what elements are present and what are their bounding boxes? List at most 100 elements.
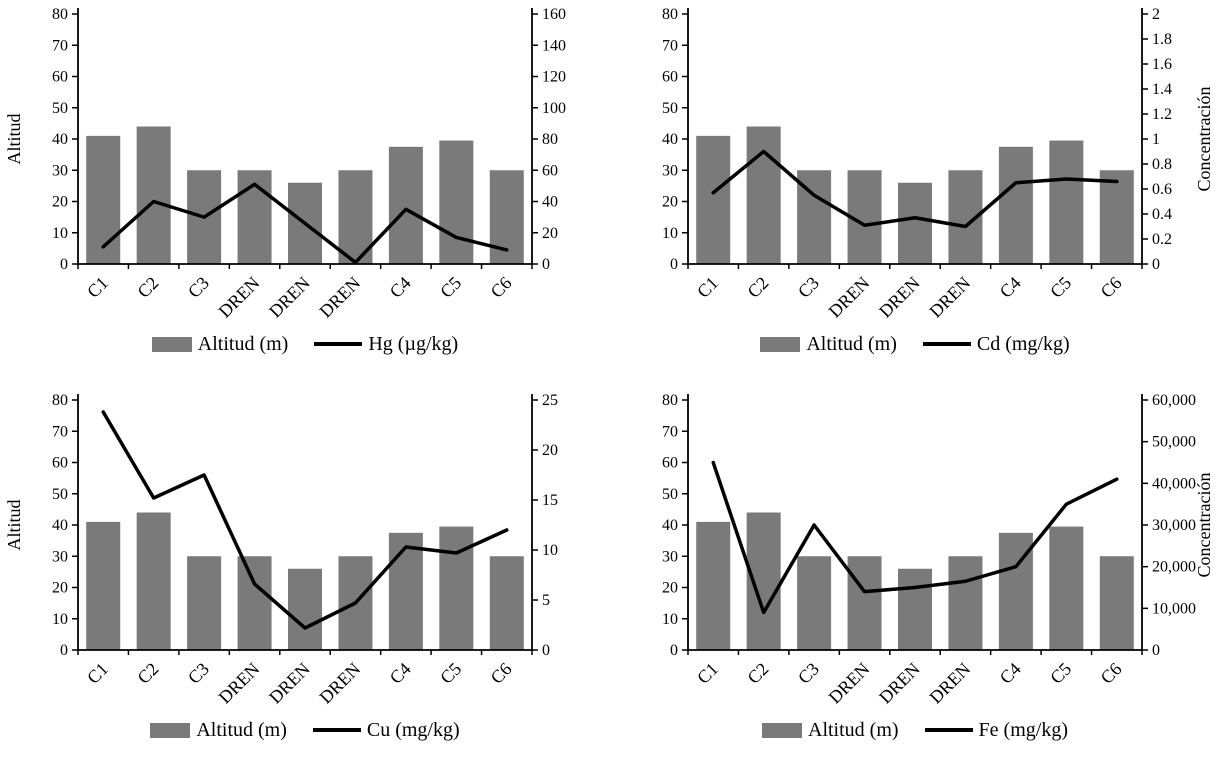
left-tick-label: 20: [52, 194, 68, 211]
left-tick-label: 10: [662, 225, 678, 242]
right-tick-label: 2: [1152, 6, 1160, 23]
left-tick-label: 70: [52, 37, 68, 54]
left-tick-label: 20: [662, 194, 678, 211]
left-tick-label: 40: [662, 517, 678, 534]
left-tick-label: 50: [52, 486, 68, 503]
x-category-label: C6: [1097, 273, 1126, 302]
bar-c1: [86, 135, 121, 264]
x-category-label: C4: [386, 659, 415, 688]
left-axis-title: Altitud: [4, 499, 24, 550]
x-category-label: C5: [436, 659, 465, 688]
right-tick-label: 10: [542, 542, 558, 559]
x-category-label: C2: [743, 273, 772, 302]
right-tick-label: 5: [542, 592, 550, 609]
x-category-label: C4: [386, 273, 415, 302]
x-category-label: DREN: [825, 273, 874, 322]
left-axis-title: Altitud: [4, 113, 24, 164]
chart-hg: 0 10 20 30 40 50 60 70 80 0 20 40 60 80 100 120 140 160 C1…: [0, 0, 610, 386]
left-tick-label: 70: [662, 37, 678, 54]
chart-cu: 0 10 20 30 40 50 60 70 80 0 5 10 15 20 25 C1 C2 C3 DREN DRE…: [0, 386, 610, 772]
right-tick-label: 40: [542, 194, 558, 211]
x-category-label: DREN: [265, 659, 314, 708]
x-category-label: C1: [83, 659, 112, 688]
legend-label-cu: Cu (mg/kg): [366, 719, 460, 741]
right-tick-label: 60: [542, 162, 558, 179]
left-tick-label: 80: [52, 392, 68, 409]
x-category-label: DREN: [875, 659, 924, 708]
bar-c5: [1049, 140, 1084, 264]
right-tick-label: 20,000: [1152, 559, 1196, 576]
x-category-label: C6: [487, 659, 516, 688]
right-tick-label: 1.6: [1152, 56, 1172, 73]
legend-item-altitud: Altitud (m): [760, 334, 897, 354]
x-category-label: C3: [184, 659, 213, 688]
bar-dren: [847, 556, 882, 650]
bar-c5: [1049, 526, 1084, 650]
legend-label-hg: Hg (µg/kg): [368, 333, 459, 355]
line-swatch-icon: [922, 342, 971, 346]
x-category-label: C5: [436, 273, 465, 302]
legend-cu: Altitud (m) Cu (mg/kg): [150, 719, 460, 741]
bar-dren: [288, 568, 322, 650]
legend-label-fe: Fe (mg/kg): [978, 719, 1068, 741]
left-tick-label: 60: [662, 69, 678, 86]
left-tick-label: 0: [670, 642, 678, 659]
right-tick-label: 1.4: [1152, 81, 1172, 98]
line-swatch-icon: [924, 728, 973, 732]
left-tick-label: 0: [60, 642, 68, 659]
bar-c4: [388, 532, 423, 650]
x-category-label: C2: [133, 659, 162, 688]
left-tick-label: 80: [662, 392, 678, 409]
right-tick-label: 60,000: [1152, 392, 1196, 409]
bar-dren: [948, 556, 983, 650]
left-tick-label: 30: [662, 162, 678, 179]
x-category-label: C3: [794, 659, 823, 688]
left-tick-label: 0: [670, 256, 678, 273]
right-tick-label: 0.4: [1152, 206, 1172, 223]
left-tick-label: 40: [52, 131, 68, 148]
right-axis-title: Concentración: [1194, 87, 1214, 192]
left-tick-label: 50: [662, 486, 678, 503]
bar-c1: [86, 521, 121, 650]
x-category-label: C2: [133, 273, 162, 302]
line-series: [101, 182, 509, 265]
left-tick-label: 40: [52, 517, 68, 534]
legend-label-altitud: Altitud (m): [806, 333, 897, 355]
right-tick-label: 20: [542, 442, 558, 459]
left-tick-label: 30: [52, 548, 68, 565]
right-tick-label: 0.2: [1152, 231, 1172, 248]
right-tick-label: 160: [542, 6, 566, 23]
legend-item-cu: Cu (mg/kg): [312, 719, 460, 741]
x-category-label: DREN: [315, 659, 364, 708]
right-tick-label: 0: [542, 642, 550, 659]
bar-swatch-icon: [762, 722, 802, 738]
x-category-label: C2: [743, 659, 772, 688]
left-tick-label: 0: [60, 256, 68, 273]
line-swatch-icon: [314, 342, 363, 346]
right-tick-label: 120: [542, 69, 566, 86]
bar-swatch-icon: [151, 336, 192, 352]
fe-chart-canvas: 0 10 20 30 40 50 60 70 80 0 10,000 20,000 30,000 40,0…: [662, 392, 1214, 708]
legend-label-cd: Cd (mg/kg): [976, 333, 1070, 355]
right-tick-label: 50,000: [1152, 434, 1196, 451]
left-tick-label: 70: [662, 423, 678, 440]
x-category-label: DREN: [875, 273, 924, 322]
left-tick-label: 70: [52, 423, 68, 440]
x-category-label: C4: [996, 273, 1025, 302]
bar-c6: [489, 556, 524, 650]
x-category-label: C5: [1046, 659, 1075, 688]
right-tick-label: 15: [542, 492, 558, 509]
legend-fe: Altitud (m) Fe (mg/kg): [762, 720, 1068, 740]
bar-swatch-icon: [760, 336, 801, 352]
left-tick-label: 50: [52, 100, 68, 117]
x-category-label: C6: [1097, 659, 1126, 688]
legend-label-altitud: Altitud (m): [196, 719, 287, 741]
hg-chart-canvas: 0 10 20 30 40 50 60 70 80 0 20 40 60 80 100 120 140 160 C1…: [4, 6, 566, 321]
right-tick-label: 80: [542, 131, 558, 148]
legend-cd: Altitud (m) Cd (mg/kg): [760, 333, 1070, 355]
x-category-label: DREN: [925, 659, 974, 708]
right-tick-label: 0: [1152, 642, 1160, 659]
left-tick-label: 60: [52, 455, 68, 472]
